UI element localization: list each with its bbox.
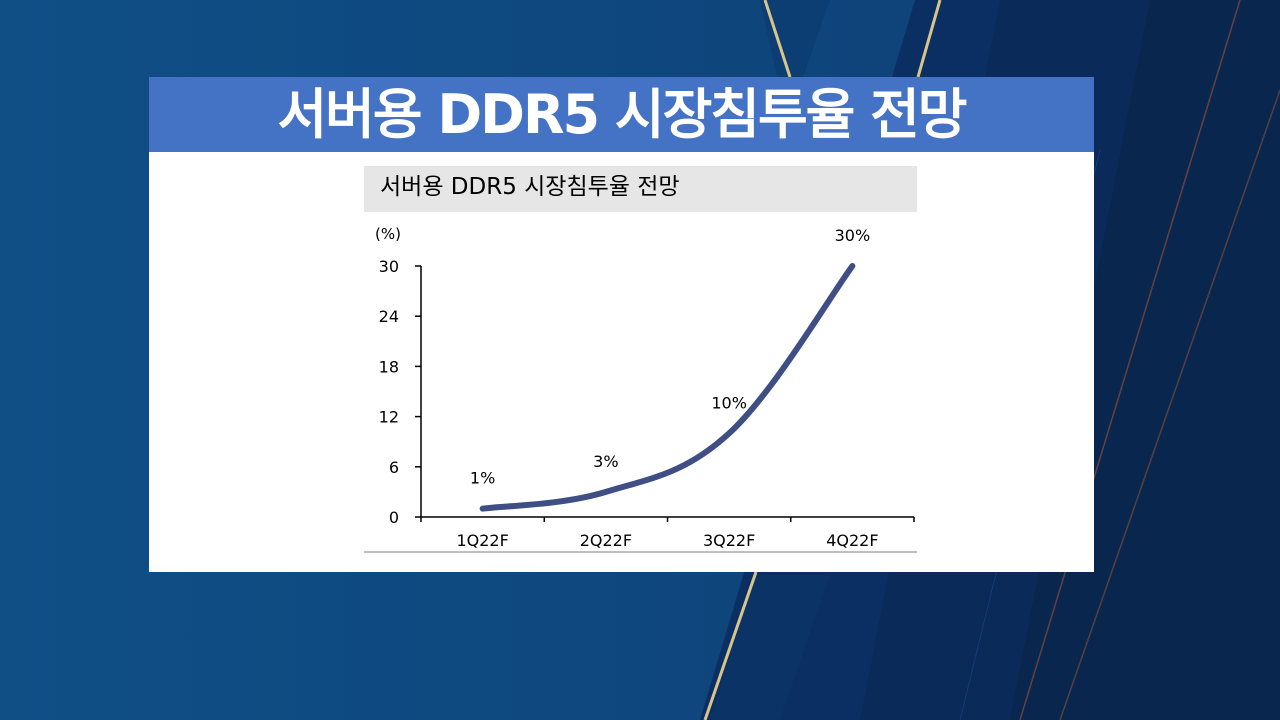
y-tick-label: 24	[379, 307, 399, 326]
x-tick-label: 2Q22F	[580, 531, 632, 550]
x-tick-label: 4Q22F	[826, 531, 878, 550]
data-label: 10%	[711, 393, 747, 412]
data-label: 1%	[470, 469, 495, 488]
data-label: 30%	[835, 226, 871, 245]
chart-card: 서버용 DDR5 시장침투율 전망 서버용 DDR5 시장침투율 전망 (%) …	[149, 77, 1094, 572]
gold-stripe-top-left	[763, 0, 792, 78]
y-tick-label: 12	[379, 408, 399, 427]
y-tick-label: 18	[379, 357, 399, 376]
line-chart: (%) 0 6 12 18 24 30 1Q22F 2Q22F 3Q22F 4Q22F 1% 3%…	[364, 225, 917, 553]
gold-stripe-top-right	[916, 0, 942, 78]
y-tick-label: 6	[389, 458, 399, 477]
y-tick-label: 30	[379, 257, 399, 276]
chart-title: 서버용 DDR5 시장침투율 전망	[380, 174, 680, 200]
x-tick-label: 1Q22F	[456, 531, 508, 550]
series-line	[479, 263, 856, 512]
y-axis-unit-label: (%)	[375, 225, 401, 243]
data-label: 3%	[593, 452, 618, 471]
gold-stripe-bottom	[703, 571, 758, 720]
y-tick-label: 0	[389, 508, 399, 527]
page-title: 서버용 DDR5 시장침투율 전망	[277, 82, 967, 146]
x-tick-label: 3Q22F	[703, 531, 755, 550]
title-banner: 서버용 DDR5 시장침투율 전망	[149, 77, 1094, 152]
chart-title-bar: 서버용 DDR5 시장침투율 전망	[364, 166, 917, 212]
